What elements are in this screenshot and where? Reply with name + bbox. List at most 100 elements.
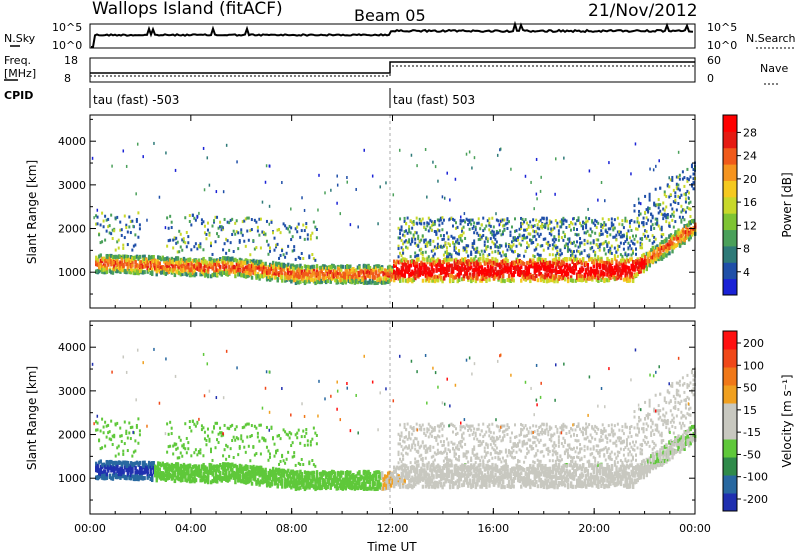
power-cell [279, 263, 282, 268]
power-cell [435, 263, 438, 268]
power-cell [539, 278, 543, 283]
power-cell [445, 271, 449, 276]
power-cell [539, 218, 542, 222]
power-cell [365, 273, 369, 278]
power-cell [373, 275, 376, 280]
power-cell [680, 204, 683, 208]
power-cell [417, 257, 420, 262]
power-cell [205, 232, 208, 236]
power-cell [138, 266, 142, 271]
power-cell [155, 272, 158, 277]
power-cell [132, 256, 136, 261]
power-cell [672, 210, 675, 214]
power-cell [607, 269, 611, 274]
velocity-cell [117, 472, 121, 477]
power-cell [515, 229, 518, 233]
power-cell [238, 260, 242, 265]
power-cell [659, 186, 662, 190]
power-cell [613, 246, 616, 250]
power-cell [589, 276, 593, 281]
power-cell [521, 270, 524, 275]
power-cell [625, 258, 629, 263]
power-cell [350, 268, 354, 273]
power-cell [429, 270, 432, 275]
power-cell [122, 264, 125, 269]
power-cell [408, 238, 411, 242]
velocity-cell [217, 440, 220, 444]
power-cell [267, 266, 270, 271]
power-cell [352, 270, 355, 275]
power-cell [262, 269, 266, 274]
velocity-cell [102, 431, 105, 435]
power-cell [136, 142, 139, 146]
power-cell [607, 274, 611, 279]
power-cell [367, 273, 370, 278]
power-cell [450, 267, 453, 272]
velocity-cell [161, 476, 164, 481]
power-cell [417, 272, 420, 277]
velocity-cell [95, 428, 98, 432]
power-cell [129, 267, 133, 272]
velocity-cell [205, 438, 208, 442]
power-cell [175, 241, 178, 245]
power-cell [149, 260, 152, 265]
power-cell [129, 231, 132, 235]
power-cell [621, 219, 624, 223]
power-cell [163, 257, 166, 262]
power-cell [358, 265, 361, 270]
power-cell [514, 249, 517, 253]
power-cell [176, 240, 179, 244]
velocity-cell [134, 477, 137, 482]
power-cell [556, 221, 559, 225]
power-cell [544, 257, 547, 262]
power-cell [167, 257, 171, 262]
power-cell [432, 160, 434, 164]
power-cell [228, 267, 231, 272]
power-cell [665, 243, 668, 248]
power-cell [464, 220, 467, 224]
velocity-cell [214, 421, 217, 425]
velocity-cell [141, 476, 145, 481]
power-cell [645, 265, 648, 270]
power-cell [530, 238, 533, 242]
power-cell [287, 262, 290, 267]
power-cell [99, 241, 102, 245]
power-cell [496, 153, 499, 157]
power-cell [430, 224, 433, 228]
velocity-cell [147, 473, 151, 478]
power-cell [677, 232, 680, 237]
velocity-cell [125, 432, 128, 436]
power-cell [134, 233, 137, 237]
power-cell [589, 241, 592, 245]
power-cell [315, 271, 319, 276]
velocity-cell [185, 469, 189, 474]
noise-left-tick-top: 10^5 [52, 21, 82, 34]
power-cell [541, 223, 544, 227]
power-cell [268, 204, 271, 208]
power-cell [403, 240, 406, 244]
power-cell [470, 222, 473, 226]
power-cell [185, 230, 188, 234]
power-cell [394, 276, 397, 281]
power-cell [479, 269, 482, 274]
velocity-cell [167, 473, 171, 478]
power-cell [107, 258, 110, 263]
colorbar-swatch [723, 213, 737, 231]
power-cell [111, 237, 114, 241]
velocity-cell [113, 467, 116, 472]
power-cell [653, 203, 656, 207]
power-cell [300, 269, 304, 274]
power-cell [506, 269, 509, 274]
power-cell [610, 267, 614, 272]
power-cell [627, 253, 630, 257]
power-cell [462, 257, 465, 262]
power-cell [642, 232, 645, 236]
power-cell [467, 277, 470, 282]
power-cell [105, 218, 108, 222]
velocity-cell [170, 426, 173, 430]
power-cell [610, 221, 613, 225]
power-cell [592, 239, 595, 243]
power-cell [332, 269, 335, 274]
power-cell [166, 244, 169, 248]
power-cell [231, 265, 234, 270]
